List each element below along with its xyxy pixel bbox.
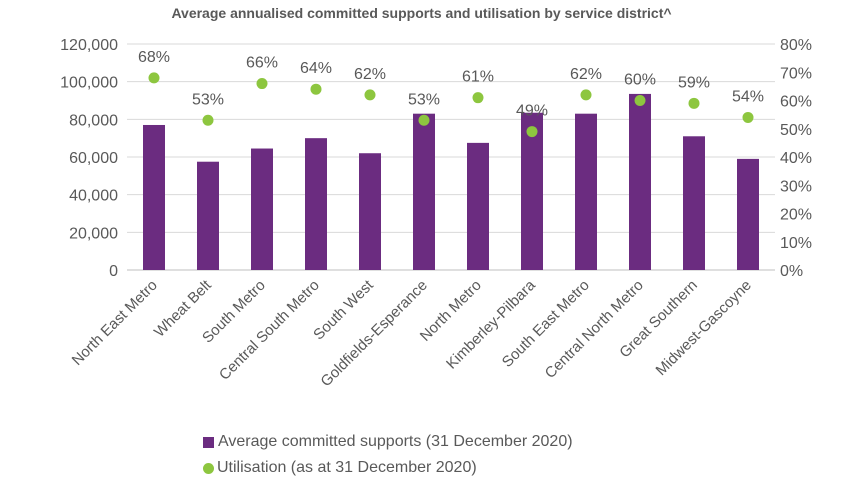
utilisation-point xyxy=(742,111,754,123)
utilisation-point xyxy=(202,114,214,126)
y-left-tick-label: 40,000 xyxy=(69,188,118,205)
bar xyxy=(683,136,705,270)
bar xyxy=(521,112,543,270)
y-right-tick-label: 50% xyxy=(780,122,812,139)
utilisation-data-label: 64% xyxy=(300,60,332,77)
utilisation-data-label: 49% xyxy=(516,103,548,120)
utilisation-point xyxy=(148,72,160,84)
utilisation-point xyxy=(418,114,430,126)
bar xyxy=(575,113,597,270)
y-left-tick-label: 20,000 xyxy=(69,225,118,242)
legend: Average committed supports (31 December … xyxy=(203,430,573,482)
legend-swatch-utilisation xyxy=(203,462,214,474)
utilisation-point xyxy=(256,78,268,90)
x-category-label: Central South Metro xyxy=(216,277,323,384)
x-category-label: Goldfields-Esperance xyxy=(317,277,430,390)
y-axis-left: 0 20,000 40,000 60,000 80,000 100,000 120,000 xyxy=(60,37,118,280)
y-right-tick-label: 20% xyxy=(780,207,812,224)
bar xyxy=(629,93,651,271)
utilisation-data-label: 66% xyxy=(246,55,278,72)
bars xyxy=(143,93,759,271)
utilisation-data-label: 53% xyxy=(408,91,440,108)
y-right-tick-label: 30% xyxy=(780,178,812,195)
legend-item-supports: Average committed supports (31 December … xyxy=(203,430,573,454)
utilisation-data-label: 68% xyxy=(138,49,170,66)
points xyxy=(148,72,754,138)
y-right-tick-label: 40% xyxy=(780,150,812,167)
y-right-tick-label: 80% xyxy=(780,37,812,54)
utilisation-point xyxy=(688,97,700,109)
utilisation-point xyxy=(526,126,538,138)
y-right-tick-label: 10% xyxy=(780,235,812,252)
bar xyxy=(737,158,759,270)
legend-item-utilisation: Utilisation (as at 31 December 2020) xyxy=(203,456,573,480)
point-labels: 68% 53% 66% 64% 62% 53% 61% 49% 62% 60% 59% 54% xyxy=(138,49,764,120)
utilisation-data-label: 62% xyxy=(570,66,602,83)
utilisation-data-label: 59% xyxy=(678,74,710,91)
bar xyxy=(143,124,165,270)
y-axis-right: 0% 10% 20% 30% 40% 50% 60% 70% 80% xyxy=(780,37,812,280)
x-category-label: Midwest-Gascoyne xyxy=(653,277,755,379)
utilisation-point xyxy=(634,95,646,106)
utilisation-data-label: 53% xyxy=(192,91,224,108)
y-left-tick-label: 100,000 xyxy=(60,75,118,92)
bar xyxy=(197,161,219,270)
y-right-tick-label: 60% xyxy=(780,94,812,111)
bar xyxy=(467,142,489,270)
utilisation-data-label: 61% xyxy=(462,69,494,86)
bar xyxy=(359,153,381,270)
x-category-label: Central North Metro xyxy=(542,277,647,382)
utilisation-point xyxy=(364,89,376,101)
y-left-tick-label: 0 xyxy=(109,263,118,280)
y-left-tick-label: 60,000 xyxy=(69,150,118,167)
utilisation-point xyxy=(580,89,592,101)
bar xyxy=(251,148,273,270)
y-left-tick-label: 120,000 xyxy=(60,37,118,54)
y-right-tick-label: 0% xyxy=(780,263,803,280)
bar xyxy=(413,113,435,270)
chart-title: Average annualised committed supports an… xyxy=(171,5,672,21)
y-right-tick-label: 70% xyxy=(780,65,812,82)
utilisation-data-label: 62% xyxy=(354,66,386,83)
gridlines xyxy=(127,43,775,271)
x-category-label: North East Metro xyxy=(69,277,161,369)
utilisation-data-label: 60% xyxy=(624,72,656,89)
legend-swatch-supports xyxy=(203,436,214,448)
legend-label-utilisation: Utilisation (as at 31 December 2020) xyxy=(217,459,477,476)
bar xyxy=(305,138,327,270)
utilisation-point xyxy=(310,83,322,95)
y-left-tick-label: 80,000 xyxy=(69,112,118,129)
utilisation-point xyxy=(472,92,484,104)
legend-label-supports: Average committed supports (31 December … xyxy=(218,433,573,450)
utilisation-data-label: 54% xyxy=(732,88,764,105)
